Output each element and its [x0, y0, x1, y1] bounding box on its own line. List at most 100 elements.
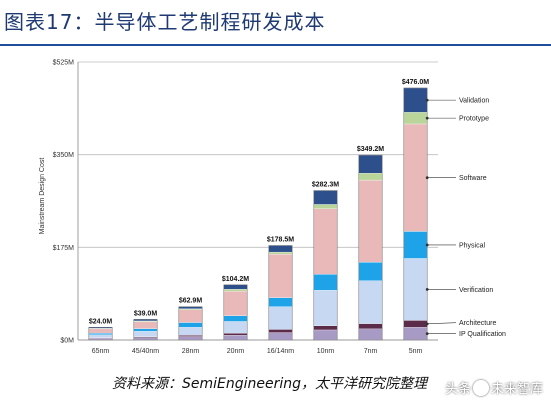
- bar-segment-software: [88, 328, 113, 334]
- bar-segment-software: [133, 321, 158, 329]
- bar-segment-architecture: [403, 320, 428, 328]
- bar-total-label: $476.0M: [402, 79, 429, 86]
- y-tick-label: $0M: [60, 338, 74, 345]
- bar-segment-verification: [178, 327, 203, 336]
- bar-outline: [178, 306, 203, 341]
- bar-segment-physical: [88, 332, 113, 335]
- bar-segment-software: [178, 309, 203, 323]
- bar-outline: [88, 327, 113, 341]
- bar-segment-prototype: [223, 289, 248, 292]
- bar-segment-ip-qualification: [133, 337, 158, 341]
- y-axis-label: Mainstream Design Cost: [39, 158, 46, 235]
- legend-leader-dot: [425, 243, 429, 247]
- x-tick-label: 5nm: [409, 348, 423, 355]
- bar-segment-physical: [223, 315, 248, 322]
- bar-segment-verification: [268, 306, 293, 330]
- bar-segment-software: [358, 179, 383, 263]
- bar-total-label: $349.2M: [357, 146, 384, 153]
- bar-segment-architecture: [313, 325, 338, 331]
- title-divider: [0, 44, 551, 46]
- bars: [88, 87, 428, 341]
- legend-entry-architecture: Architecture: [459, 320, 496, 327]
- legend-entry-validation: Validation: [459, 98, 489, 105]
- chart-title: 图表17：半导体工艺制程研发成本: [4, 10, 326, 34]
- legend-leader-dot: [425, 332, 429, 336]
- legend-entry-ip-qualification: IP Qualification: [459, 331, 506, 338]
- watermark-prefix: 头条: [444, 382, 471, 397]
- legend-entry-prototype: Prototype: [459, 116, 489, 123]
- legend-leader-dot: [425, 322, 429, 326]
- bar-segment-architecture: [178, 335, 203, 337]
- bar-segment-ip-qualification: [178, 336, 203, 341]
- bar-segment-verification: [358, 280, 383, 324]
- y-tick-label: $350M: [53, 152, 75, 159]
- bar-segment-validation: [268, 245, 293, 253]
- bar-segment-ip-qualification: [223, 335, 248, 341]
- bar-segment-physical: [403, 231, 428, 259]
- legend-leader-dot: [425, 288, 429, 291]
- bar-segment-validation: [358, 154, 383, 174]
- bar-segment-software: [403, 123, 428, 232]
- bar-total-label: $24.0M: [89, 318, 113, 325]
- legend-leader-dot: [425, 98, 429, 102]
- legend-leader-dot: [425, 176, 429, 180]
- y-tick-label: $175M: [53, 245, 75, 252]
- bar-segment-verification: [133, 331, 158, 337]
- bar-segment-prototype: [358, 173, 383, 181]
- bar-segment-validation: [403, 87, 428, 113]
- bar-outline: [133, 319, 158, 341]
- legend-leader-dot: [425, 116, 429, 120]
- bar-segment-prototype: [178, 308, 203, 310]
- bar-segment-architecture: [358, 323, 383, 330]
- bar-segment-validation: [313, 190, 338, 205]
- x-tick-label: 45/40nm: [132, 348, 159, 355]
- bar-total-label: $39.0M: [134, 310, 158, 317]
- bar-segment-physical: [178, 322, 203, 328]
- bar-outline: [403, 87, 428, 341]
- bar-segment-physical: [358, 262, 383, 281]
- bar-segment-software: [223, 291, 248, 316]
- legend: IP Qualification Architecture Verification…: [425, 98, 506, 338]
- bar-segment-physical: [133, 328, 158, 332]
- grid-lines: [78, 61, 438, 341]
- bar-outline: [358, 154, 383, 341]
- x-tick-label: 20nm: [227, 348, 245, 355]
- bar-segment-validation: [178, 306, 203, 309]
- x-tick-label: 16/14nm: [267, 348, 294, 355]
- bar-segment-ip-qualification: [268, 332, 293, 341]
- bar-segment-physical: [313, 274, 338, 291]
- bar-segment-validation: [223, 284, 248, 290]
- watermark-logo-icon: [472, 379, 489, 396]
- x-tick-label: 10nm: [317, 348, 335, 355]
- bar-segment-ip-qualification: [313, 329, 338, 341]
- bar-segment-software: [268, 254, 293, 298]
- bar-segment-ip-qualification: [403, 327, 428, 341]
- axes: $0M $175M $350M $525M 65nm 45/40nm 28nm 20nm 16/…: [53, 60, 438, 355]
- bar-outline: [223, 284, 248, 341]
- bar-segment-architecture: [268, 329, 293, 333]
- legend-entry-verification: Verification: [459, 287, 493, 294]
- bar-segment-prototype: [313, 204, 338, 209]
- legend-entry-software: Software: [459, 175, 487, 182]
- watermark-name: 未来智库: [490, 382, 543, 397]
- source-note: 资料来源：SemiEngineering，太平洋研究院整理: [112, 376, 428, 392]
- bar-outline: [268, 245, 293, 341]
- bar-total-label: $104.2M: [222, 276, 249, 283]
- x-tick-label: 7nm: [364, 348, 378, 355]
- bar-segment-software: [313, 208, 338, 275]
- bar-segment-ip-qualification: [358, 328, 383, 341]
- bar-segment-verification: [313, 290, 338, 326]
- bar-total-labels: $24.0M $39.0M $62.9M $104.2M $178.5M $282.3M $…: [89, 79, 429, 325]
- bar-segment-verification: [88, 334, 113, 339]
- bar-segment-physical: [268, 297, 293, 307]
- stacked-bar-chart: $0M $175M $350M $525M 65nm 45/40nm 28nm 20nm 16/…: [39, 60, 506, 356]
- bar-total-label: $178.5M: [267, 236, 294, 243]
- legend-entry-physical: Physical: [459, 242, 486, 249]
- bar-segment-verification: [223, 321, 248, 334]
- bar-segment-verification: [403, 258, 428, 321]
- bar-outline: [313, 190, 338, 341]
- bar-segment-prototype: [403, 112, 428, 125]
- bar-segment-architecture: [223, 332, 248, 336]
- bar-segment-prototype: [268, 251, 293, 255]
- watermark: 头条 未来智库: [445, 378, 543, 397]
